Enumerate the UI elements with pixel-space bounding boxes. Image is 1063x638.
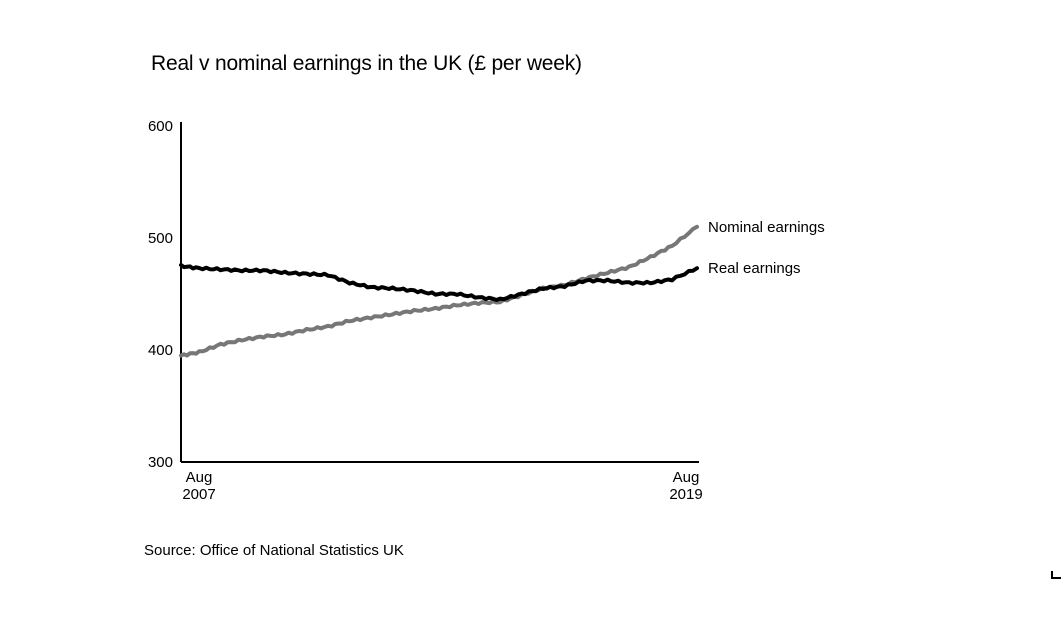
chart-title: Real v nominal earnings in the UK (£ per… (151, 52, 582, 75)
corner-mark (1051, 571, 1061, 579)
y-tick-label: 300 (148, 454, 173, 471)
series-label-nominal-earnings: Nominal earnings (708, 219, 825, 236)
y-tick-label: 400 (148, 342, 173, 359)
x-tick-label-month: Aug (673, 469, 700, 486)
series-line-nominal-earnings (179, 224, 699, 358)
y-tick-label: 600 (148, 118, 173, 135)
source-note: Source: Office of National Statistics UK (144, 542, 404, 559)
x-tick-label-year: 2007 (182, 486, 215, 503)
x-tick-label-month: Aug (186, 469, 213, 486)
series-line-real-earnings (179, 263, 699, 302)
series-label-real-earnings: Real earnings (708, 260, 801, 277)
y-tick-label: 500 (148, 230, 173, 247)
x-tick-label-year: 2019 (669, 486, 702, 503)
